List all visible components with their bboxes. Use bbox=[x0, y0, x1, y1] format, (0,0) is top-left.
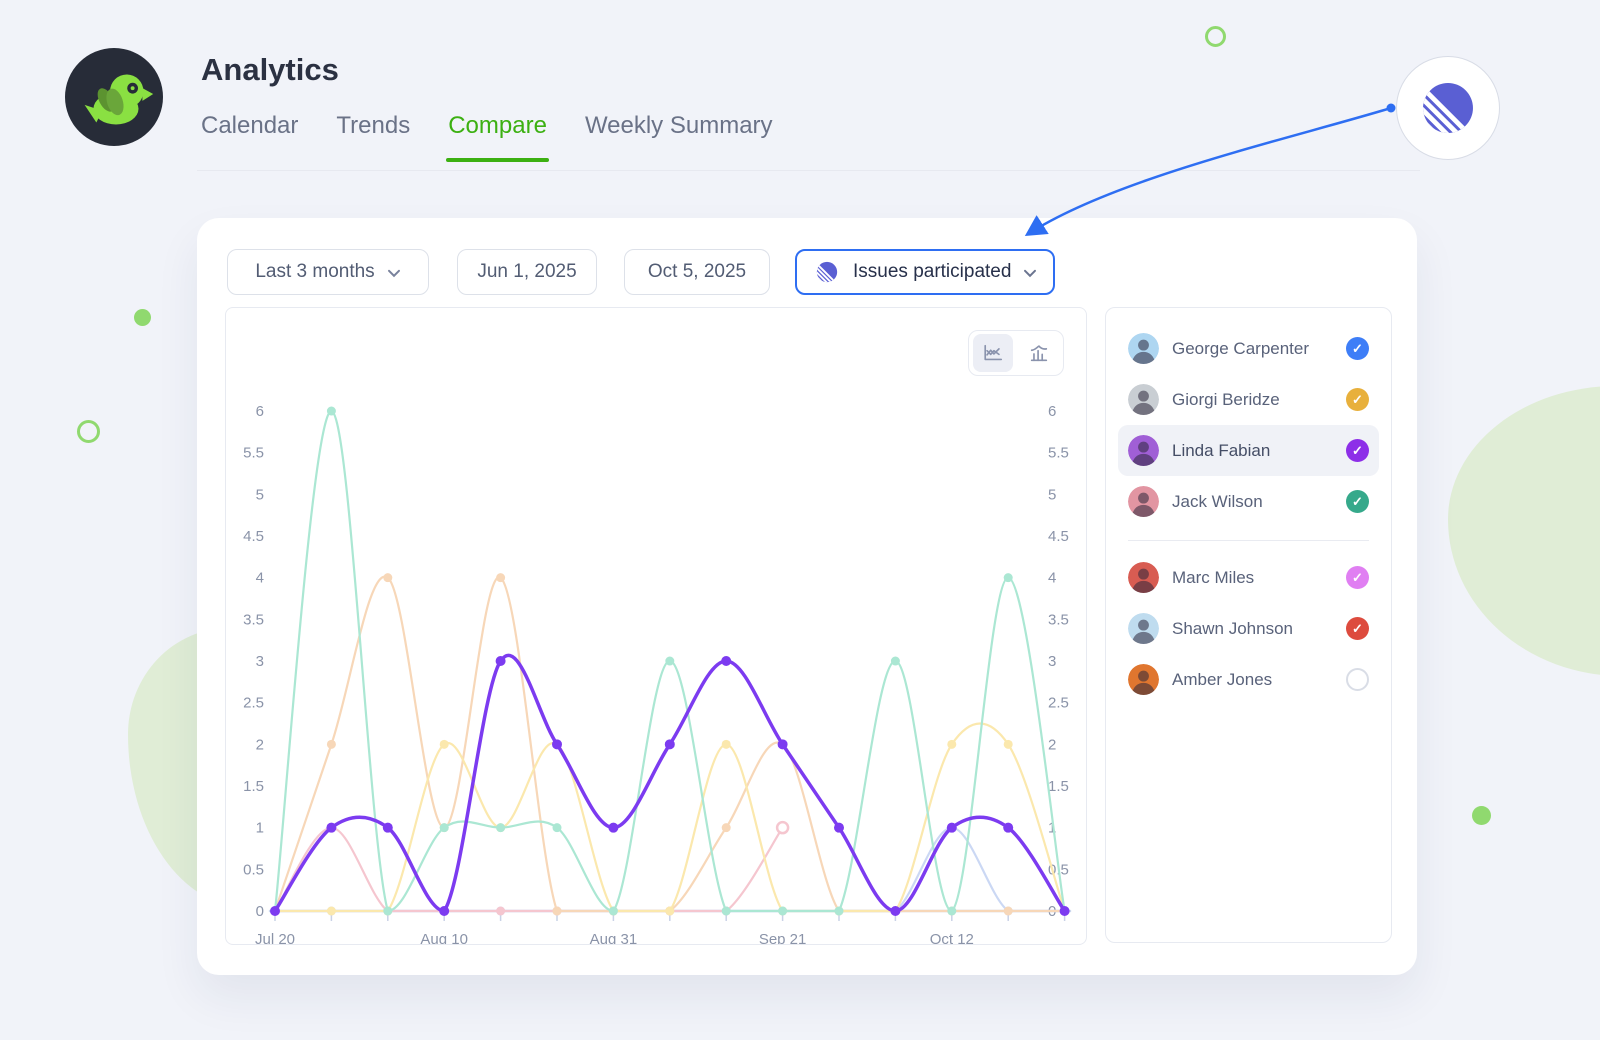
person-unchecked-icon[interactable] bbox=[1346, 668, 1369, 691]
page-title: Analytics bbox=[201, 52, 339, 87]
svg-text:4: 4 bbox=[1048, 570, 1056, 587]
filter-bar: Last 3 months Jun 1, 2025 Oct 5, 2025 bbox=[227, 249, 1056, 295]
svg-text:5.5: 5.5 bbox=[243, 445, 264, 462]
person-row[interactable]: George Carpenter ✓ bbox=[1118, 323, 1379, 374]
svg-text:2.5: 2.5 bbox=[1048, 695, 1069, 712]
chart-panel: 000.50.5111.51.5222.52.5333.53.5444.54.5… bbox=[225, 307, 1087, 948]
chart-type-toggle bbox=[968, 330, 1064, 376]
person-checked-icon[interactable]: ✓ bbox=[1346, 566, 1369, 589]
svg-text:Aug 10: Aug 10 bbox=[420, 931, 468, 944]
person-checked-icon[interactable]: ✓ bbox=[1346, 388, 1369, 411]
chevron-down-icon bbox=[387, 269, 401, 278]
svg-text:1.5: 1.5 bbox=[243, 778, 264, 795]
decor-dot bbox=[1472, 806, 1491, 825]
chevron-down-icon bbox=[1023, 269, 1037, 278]
compare-card: Last 3 months Jun 1, 2025 Oct 5, 2025 bbox=[197, 218, 1417, 975]
svg-text:5.5: 5.5 bbox=[1048, 445, 1069, 462]
date-range-label: Last 3 months bbox=[255, 261, 375, 282]
svg-text:Jul 20: Jul 20 bbox=[255, 931, 295, 944]
svg-text:Oct 12: Oct 12 bbox=[930, 931, 974, 944]
svg-text:1: 1 bbox=[1048, 820, 1056, 837]
svg-text:0.5: 0.5 bbox=[243, 861, 264, 878]
svg-text:Aug 31: Aug 31 bbox=[590, 931, 638, 944]
tab-bar: Calendar Trends Compare Weekly Summary bbox=[201, 112, 773, 162]
metric-label: Issues participated bbox=[853, 261, 1012, 282]
avatar bbox=[1128, 562, 1159, 593]
person-checked-icon[interactable]: ✓ bbox=[1346, 490, 1369, 513]
striped-circle-logo-icon bbox=[1412, 83, 1473, 144]
avatar bbox=[1128, 613, 1159, 644]
person-name: Jack Wilson bbox=[1172, 491, 1263, 511]
svg-text:1: 1 bbox=[256, 820, 264, 837]
person-name: Giorgi Beridze bbox=[1172, 389, 1280, 409]
avatar bbox=[1128, 435, 1159, 466]
start-date-value: Jun 1, 2025 bbox=[477, 261, 577, 282]
svg-text:3.5: 3.5 bbox=[1048, 611, 1069, 628]
people-list-panel: George Carpenter ✓ Giorgi Beridze ✓ Linda Fa… bbox=[1105, 307, 1392, 943]
person-checked-icon[interactable]: ✓ bbox=[1346, 337, 1369, 360]
person-row[interactable]: Marc Miles ✓ bbox=[1118, 552, 1379, 603]
date-range-select[interactable]: Last 3 months bbox=[227, 249, 429, 295]
compare-chart: 000.50.5111.51.5222.52.5333.53.5444.54.5… bbox=[243, 403, 1072, 948]
svg-text:2.5: 2.5 bbox=[243, 695, 264, 712]
svg-text:4.5: 4.5 bbox=[243, 528, 264, 545]
striped-circle-logo-icon bbox=[813, 261, 838, 286]
person-name: Marc Miles bbox=[1172, 567, 1255, 587]
svg-text:3: 3 bbox=[1048, 653, 1056, 670]
avatar bbox=[1128, 333, 1159, 364]
person-checked-icon[interactable]: ✓ bbox=[1346, 439, 1369, 462]
end-date-button[interactable]: Oct 5, 2025 bbox=[624, 249, 770, 295]
svg-text:6: 6 bbox=[256, 403, 264, 420]
decor-dot bbox=[134, 309, 151, 326]
profile-avatar[interactable] bbox=[1396, 56, 1500, 160]
svg-text:4.5: 4.5 bbox=[1048, 528, 1069, 545]
bar-chart-icon bbox=[1030, 345, 1048, 362]
svg-text:5: 5 bbox=[1048, 486, 1056, 503]
svg-text:3: 3 bbox=[256, 653, 264, 670]
line-chart-icon bbox=[984, 344, 1003, 361]
svg-text:3.5: 3.5 bbox=[243, 611, 264, 628]
svg-text:5: 5 bbox=[256, 486, 264, 503]
svg-text:2: 2 bbox=[256, 736, 264, 753]
person-row[interactable]: Jack Wilson ✓ bbox=[1118, 476, 1379, 527]
decor-ring bbox=[77, 420, 100, 443]
person-row[interactable]: Shawn Johnson ✓ bbox=[1118, 603, 1379, 654]
end-date-value: Oct 5, 2025 bbox=[647, 261, 747, 282]
person-name: George Carpenter bbox=[1172, 338, 1310, 358]
app-logo-bird-icon bbox=[65, 48, 163, 146]
header-divider bbox=[197, 170, 1420, 171]
person-name: Amber Jones bbox=[1172, 669, 1273, 689]
metric-dropdown[interactable]: Issues participated bbox=[795, 249, 1056, 295]
svg-text:Sep 21: Sep 21 bbox=[759, 931, 807, 944]
bar-chart-toggle-button[interactable] bbox=[1019, 334, 1059, 372]
svg-text:0: 0 bbox=[256, 903, 264, 920]
tab-compare[interactable]: Compare bbox=[446, 112, 549, 162]
person-name: Linda Fabian bbox=[1172, 440, 1271, 460]
avatar bbox=[1128, 486, 1159, 517]
person-row[interactable]: Amber Jones bbox=[1118, 654, 1379, 705]
person-name: Shawn Johnson bbox=[1172, 618, 1293, 638]
svg-text:4: 4 bbox=[256, 570, 264, 587]
start-date-button[interactable]: Jun 1, 2025 bbox=[457, 249, 597, 295]
svg-text:2: 2 bbox=[1048, 736, 1056, 753]
person-row[interactable]: Linda Fabian ✓ bbox=[1118, 425, 1379, 476]
tab-calendar[interactable]: Calendar bbox=[201, 112, 299, 139]
line-chart-toggle-button[interactable] bbox=[973, 334, 1013, 372]
people-list-divider bbox=[1128, 540, 1369, 541]
decor-ring bbox=[1205, 26, 1226, 47]
tab-weekly-summary[interactable]: Weekly Summary bbox=[584, 112, 773, 139]
decor-blob-right bbox=[1448, 386, 1600, 676]
avatar bbox=[1128, 664, 1159, 695]
avatar bbox=[1128, 384, 1159, 415]
tab-trends[interactable]: Trends bbox=[336, 112, 411, 139]
svg-text:6: 6 bbox=[1048, 403, 1056, 420]
svg-text:1.5: 1.5 bbox=[1048, 778, 1069, 795]
person-row[interactable]: Giorgi Beridze ✓ bbox=[1118, 374, 1379, 425]
person-checked-icon[interactable]: ✓ bbox=[1346, 617, 1369, 640]
